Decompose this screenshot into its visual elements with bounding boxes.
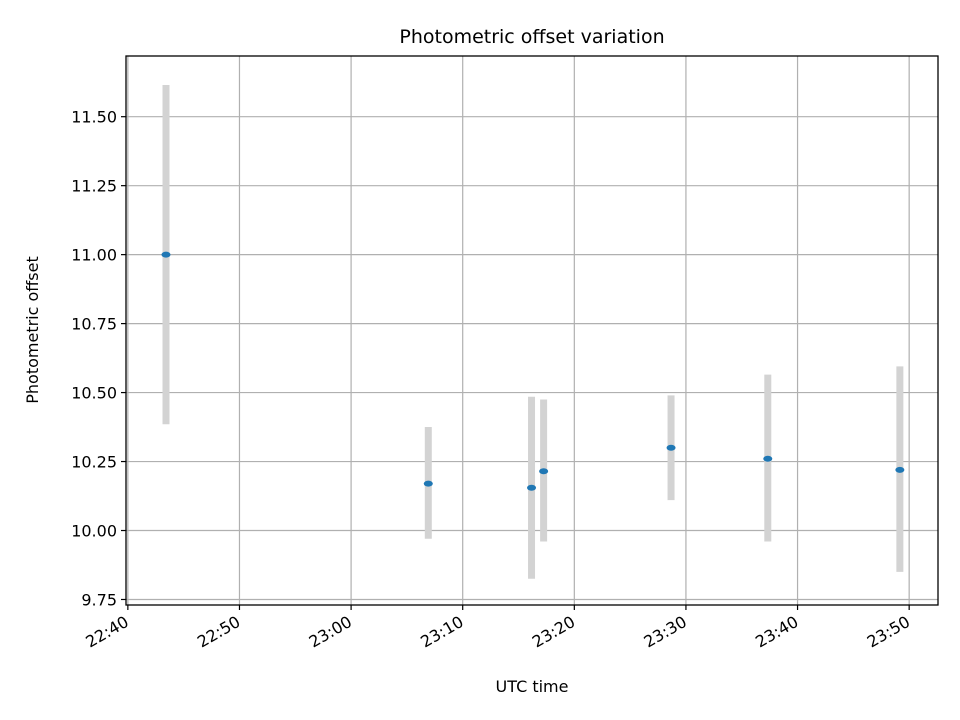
data-point — [527, 484, 537, 491]
data-point — [666, 444, 676, 451]
y-axis-label: Photometric offset — [23, 256, 42, 404]
y-tick-label: 10.75 — [71, 315, 117, 334]
y-tick-label: 10.00 — [71, 522, 117, 541]
y-tick-label: 11.25 — [71, 177, 117, 196]
y-tick-label: 9.75 — [81, 590, 117, 609]
chart-title: Photometric offset variation — [399, 26, 664, 48]
data-point — [161, 251, 171, 258]
data-point — [763, 455, 773, 462]
data-point — [423, 480, 433, 487]
y-tick-label: 10.50 — [71, 384, 117, 403]
x-axis-label: UTC time — [496, 677, 569, 696]
data-points — [161, 251, 905, 491]
y-axis-ticks: 9.75 10.00 10.25 10.50 10.75 11.00 11.25 11.50 — [71, 108, 126, 609]
data-point — [539, 468, 549, 475]
data-point — [895, 466, 905, 473]
y-tick-label: 10.25 — [71, 453, 117, 472]
y-tick-label: 11.50 — [71, 108, 117, 127]
grid — [126, 56, 938, 605]
y-tick-label: 11.00 — [71, 246, 117, 265]
plot-frame — [125, 55, 939, 606]
